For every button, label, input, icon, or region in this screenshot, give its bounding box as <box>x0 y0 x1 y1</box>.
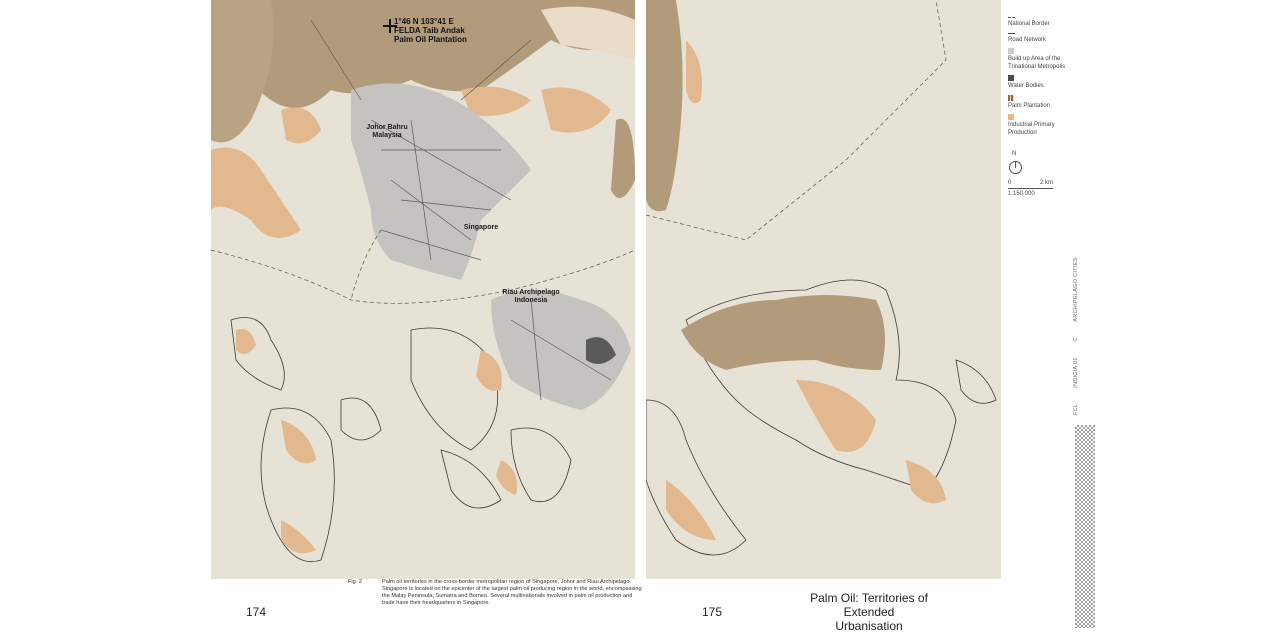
scale-bar: 0 2 km <box>1008 179 1053 189</box>
map-left-page: 1°46 N 103°41 E FELDA Taib Andak Palm Oi… <box>211 0 635 579</box>
legend-label: Build up Area of the Trinational Metropo… <box>1008 56 1066 70</box>
palm-plantation-area <box>646 0 683 212</box>
running-head-publisher: FCL <box>1073 403 1079 415</box>
islands <box>230 317 572 562</box>
legend-label: Road Network <box>1008 36 1047 43</box>
plantation-name: FELDA Taib Andak <box>394 26 465 35</box>
running-head-section: C <box>1073 337 1079 342</box>
legend-label: Palm Plantation <box>1008 102 1051 109</box>
legend-item-national-border: National Border <box>1008 17 1078 29</box>
coordinate-text: 1°46 N 103°41 E <box>394 17 454 26</box>
caption-line-2: Singapore is located on the epicenter of… <box>382 586 642 606</box>
chapter-title: Palm Oil: Territories of Extended Urbani… <box>784 591 954 633</box>
scale-end: 2 km <box>1039 179 1053 186</box>
legend-item-road-network: Road Network <box>1008 32 1078 45</box>
plantation-type: Palm Oil Plantation <box>394 35 467 44</box>
industrial-area-islands <box>236 329 517 554</box>
compass-icon <box>1009 160 1022 174</box>
industrial-area <box>666 480 716 540</box>
caption-line-1: Palm oil territories in the cross-border… <box>382 579 632 585</box>
figure-caption: Palm oil territories in the cross-border… <box>382 579 642 607</box>
marker-label: 1°46 N 103°41 E FELDA Taib Andak Palm Oi… <box>394 17 467 44</box>
label-malaysia: Malaysia <box>372 132 402 139</box>
gray-swatch-icon <box>1008 48 1014 54</box>
title-line-2: Urbanisation <box>835 619 903 633</box>
road-network <box>250 19 612 541</box>
label-riau: Riau Archipelago Indonesia <box>491 289 571 305</box>
title-line-1: Palm Oil: Territories of Extended <box>810 591 928 619</box>
page-number-left: 174 <box>246 605 267 619</box>
built-up-area <box>351 83 531 280</box>
industrial-area <box>796 380 876 452</box>
palm-plantation-area <box>211 0 274 143</box>
map-right-graphic <box>646 0 997 556</box>
legend-label: National Border <box>1008 21 1050 27</box>
industrial-area <box>906 460 946 504</box>
industrial-area <box>686 40 702 104</box>
legend-label: Water Bodies <box>1008 83 1044 89</box>
scale-ratio: 1:150.000 <box>1008 191 1035 197</box>
running-head: FCL INDICIA 01 C ARCHIPELAGO CITIES <box>1073 243 1079 415</box>
map-legend: National Border Road Network Build up Ar… <box>1008 14 1078 199</box>
industrial-area <box>281 107 321 144</box>
industrial-area <box>541 87 611 133</box>
water-body <box>586 337 616 364</box>
legend-item-palm-plantation: Palm Plantation <box>1008 94 1078 111</box>
dark-swatch-icon <box>1008 75 1014 81</box>
location-marker-icon <box>383 19 397 33</box>
industrial-area <box>211 147 301 238</box>
label-johor: Johor Bahru Malaysia <box>357 124 417 140</box>
map-left-graphic <box>211 0 635 562</box>
national-border <box>646 0 947 241</box>
legend-label: Industrial Primary Production <box>1008 122 1055 136</box>
scale-start: 0 <box>1008 179 1012 186</box>
industrial-area <box>541 6 635 60</box>
label-singapore: Singapore <box>463 224 499 231</box>
legend-item-water-bodies: Water Bodies <box>1008 75 1078 91</box>
north-label: N <box>1012 151 1017 157</box>
legend-item-industrial: Industrial Primary Production <box>1008 114 1078 137</box>
label-johor-bahru: Johor Bahru <box>366 124 408 131</box>
page-number-right: 175 <box>702 605 723 619</box>
national-border <box>211 229 635 304</box>
dotted-brown-swatch-icon <box>1008 94 1014 101</box>
industrial-area <box>461 86 531 116</box>
palm-plantation-area <box>611 118 635 198</box>
road-line-icon <box>1008 32 1015 34</box>
north-arrow: N 0 2 km 1:150.000 <box>1008 151 1078 199</box>
figure-label: Fig. 2 <box>348 579 362 585</box>
running-head-title: ARCHIPELAGO CITIES <box>1073 257 1079 322</box>
map-right-page <box>646 0 1001 579</box>
island <box>955 359 997 404</box>
orange-swatch-icon <box>1008 114 1014 120</box>
running-head-series: INDICIA 01 <box>1073 357 1079 388</box>
palm-plantation-area <box>231 0 635 108</box>
checker-pattern-strip <box>1075 425 1095 628</box>
palm-plantation-area <box>681 295 885 370</box>
legend-item-build-up-area: Build up Area of the Trinational Metropo… <box>1008 48 1078 71</box>
label-riau-archipelago: Riau Archipelago <box>502 289 560 296</box>
dashed-line-icon <box>1008 17 1015 18</box>
label-indonesia: Indonesia <box>514 297 548 304</box>
